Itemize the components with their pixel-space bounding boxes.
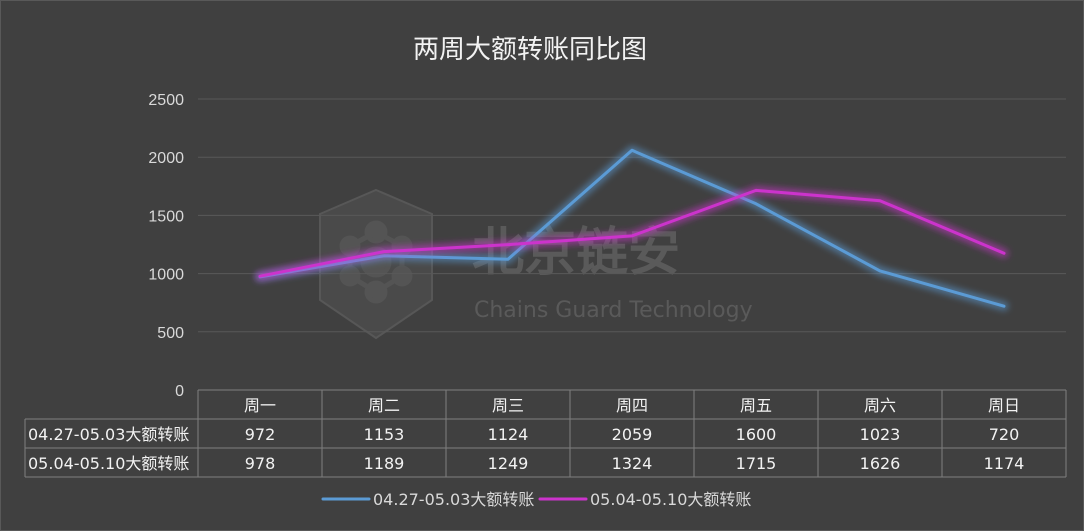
x-tick-label: 周五 bbox=[740, 396, 772, 415]
x-tick-label: 周日 bbox=[988, 396, 1020, 415]
data-label: 1715 bbox=[736, 454, 777, 473]
x-tick-label: 周四 bbox=[616, 396, 648, 415]
data-label: 1324 bbox=[612, 454, 653, 473]
x-tick-label: 周三 bbox=[492, 396, 524, 415]
chart-title: 两周大额转账同比图 bbox=[413, 35, 647, 65]
series-line bbox=[258, 188, 1006, 278]
legend-entry: 05.04-05.10大额转账 bbox=[590, 490, 751, 509]
data-label: 1600 bbox=[736, 425, 777, 444]
y-tick-label: 500 bbox=[157, 325, 184, 342]
legend: 04.27-05.03大额转账 05.04-05.10大额转账 bbox=[321, 490, 751, 509]
data-label: 1249 bbox=[488, 454, 529, 473]
watermark-network-icon bbox=[339, 220, 413, 304]
data-label: 1124 bbox=[488, 425, 529, 444]
data-label: 1626 bbox=[860, 454, 901, 473]
data-label: 972 bbox=[245, 425, 276, 444]
data-label: 720 bbox=[989, 425, 1020, 444]
data-label: 1023 bbox=[860, 425, 901, 444]
data-label: 978 bbox=[245, 454, 276, 473]
y-tick-label: 1000 bbox=[148, 267, 184, 284]
data-label: 2059 bbox=[612, 425, 653, 444]
legend-entry: 04.27-05.03大额转账 bbox=[373, 490, 534, 509]
x-tick-label: 周二 bbox=[368, 396, 400, 415]
data-label: 1153 bbox=[364, 425, 405, 444]
x-tick-label: 周一 bbox=[244, 396, 276, 415]
data-table: 周一 周二 周三 周四 周五 周六 周日 04.27-05.03大额转账 972 1153 1124… bbox=[24, 389, 1067, 478]
y-tick-label: 0 bbox=[175, 383, 184, 400]
table-series-label: 05.04-05.10大额转账 bbox=[28, 454, 189, 473]
y-tick-label: 2500 bbox=[148, 92, 184, 109]
y-tick-label: 1500 bbox=[148, 208, 184, 225]
table-series-label: 04.27-05.03大额转账 bbox=[28, 425, 189, 444]
y-axis-ticks: 0 500 1000 1500 2000 2500 bbox=[148, 92, 184, 400]
y-tick-label: 2000 bbox=[148, 150, 184, 167]
x-tick-label: 周六 bbox=[864, 396, 896, 415]
data-label: 1189 bbox=[364, 454, 405, 473]
watermark: 北京链安 Chains Guard Technology bbox=[319, 188, 753, 340]
watermark-en: Chains Guard Technology bbox=[474, 298, 753, 323]
plot-area bbox=[255, 145, 1009, 311]
data-label: 1174 bbox=[984, 454, 1025, 473]
